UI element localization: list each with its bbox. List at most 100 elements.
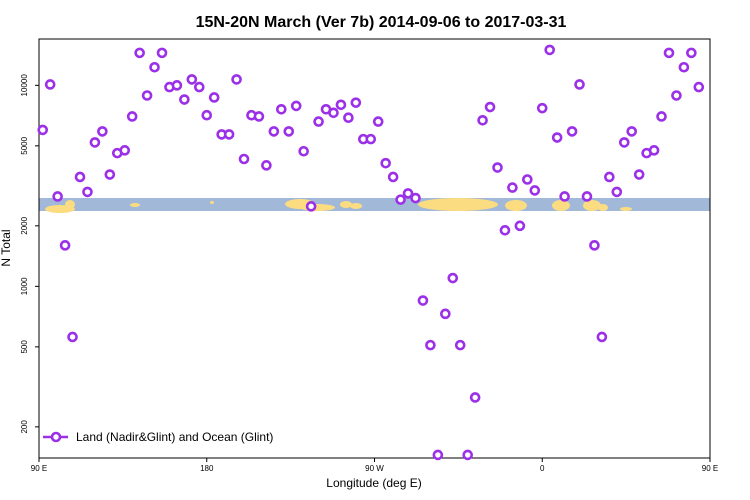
data-point	[522, 174, 533, 185]
data-point	[693, 81, 705, 93]
data-point	[67, 331, 78, 343]
data-point	[82, 186, 93, 198]
data-point	[574, 79, 585, 90]
data-point	[171, 80, 183, 91]
data-point	[499, 225, 511, 236]
data-point	[343, 112, 354, 124]
data-point	[671, 90, 682, 101]
data-point	[395, 194, 406, 205]
data-point	[663, 47, 675, 59]
data-point	[469, 392, 481, 403]
data-point	[581, 191, 593, 202]
data-point	[447, 272, 459, 284]
data-point	[305, 201, 317, 212]
y-tick-label: 1000	[20, 277, 29, 295]
x-tick-label: 90 W	[365, 464, 384, 473]
data-point	[201, 109, 213, 121]
chart-title: 15N-20N March (Ver 7b) 2014-09-06 to 201…	[196, 14, 567, 31]
data-point	[186, 74, 198, 85]
data-point	[410, 192, 421, 204]
data-point	[618, 137, 630, 148]
data-point	[454, 339, 466, 351]
data-point	[104, 169, 116, 180]
data-point	[440, 308, 451, 320]
data-point	[276, 103, 287, 115]
x-axis-label: Longitude (deg E)	[326, 476, 421, 490]
data-point	[589, 240, 600, 251]
data-point	[149, 61, 160, 73]
data-point	[678, 61, 690, 73]
data-point	[119, 145, 131, 156]
data-point	[514, 220, 526, 232]
data-point	[268, 126, 280, 137]
data-point	[633, 169, 645, 180]
data-point	[44, 79, 56, 90]
data-point	[261, 160, 272, 171]
y-tick-label: 500	[20, 340, 29, 354]
data-point	[551, 132, 563, 143]
data-point	[536, 102, 548, 114]
data-point	[208, 92, 220, 103]
data-point	[52, 191, 63, 202]
x-tick-label: 0	[540, 464, 545, 473]
data-point	[566, 126, 578, 137]
x-tick-label: 90 E	[31, 464, 47, 473]
data-point	[492, 162, 503, 173]
data-point	[507, 182, 518, 193]
data-point	[156, 47, 168, 59]
data-point	[402, 188, 414, 199]
data-point	[656, 111, 667, 122]
data-point	[417, 295, 429, 306]
y-tick-label: 10000	[20, 74, 29, 97]
data-point	[193, 81, 205, 93]
data-point	[596, 331, 608, 343]
plot-frame	[38, 38, 711, 459]
data-point	[134, 47, 145, 59]
data-point	[484, 101, 496, 113]
legend-marker	[50, 431, 62, 443]
data-point	[544, 44, 556, 56]
data-point	[335, 99, 347, 111]
data-point	[97, 126, 108, 137]
data-point	[59, 240, 71, 251]
x-tick-label: 180	[200, 464, 214, 473]
y-axis-label: N Total	[0, 229, 13, 266]
data-point	[559, 191, 570, 202]
legend: Land (Nadir&Glint) and Ocean (Glint)	[43, 430, 273, 444]
x-tick-label: 90 E	[702, 464, 718, 473]
data-point	[611, 186, 623, 198]
data-point	[313, 116, 324, 127]
data-point	[648, 145, 660, 156]
data-point	[372, 116, 384, 127]
data-point	[290, 100, 302, 112]
data-point	[365, 133, 377, 145]
data-point	[350, 97, 362, 108]
data-point	[283, 126, 295, 137]
y-tick-label: 200	[20, 420, 29, 434]
data-point	[223, 129, 235, 140]
data-point	[529, 185, 541, 196]
data-point	[37, 124, 49, 136]
data-point	[89, 137, 101, 148]
x-axis-ticks: 90 E 180 90 W 0 90 E	[31, 458, 718, 473]
legend-label: Land (Nadir&Glint) and Ocean (Glint)	[76, 430, 273, 444]
data-point	[387, 171, 399, 183]
data-point	[432, 449, 444, 461]
y-tick-label: 2000	[20, 216, 29, 234]
data-point	[686, 47, 697, 59]
data-point	[231, 74, 242, 85]
data-point	[425, 339, 436, 351]
data-point	[477, 114, 488, 126]
land-ocean-band	[39, 198, 710, 213]
data-points	[37, 44, 705, 461]
data-point	[74, 171, 86, 183]
data-point	[238, 153, 250, 165]
y-axis-ticks: 200 500 1000 2000 5000 10000	[20, 74, 39, 434]
data-point	[380, 157, 391, 169]
data-point	[126, 111, 138, 122]
data-point	[604, 171, 615, 183]
data-point	[626, 126, 638, 137]
data-point	[462, 449, 473, 461]
data-point	[298, 145, 309, 157]
